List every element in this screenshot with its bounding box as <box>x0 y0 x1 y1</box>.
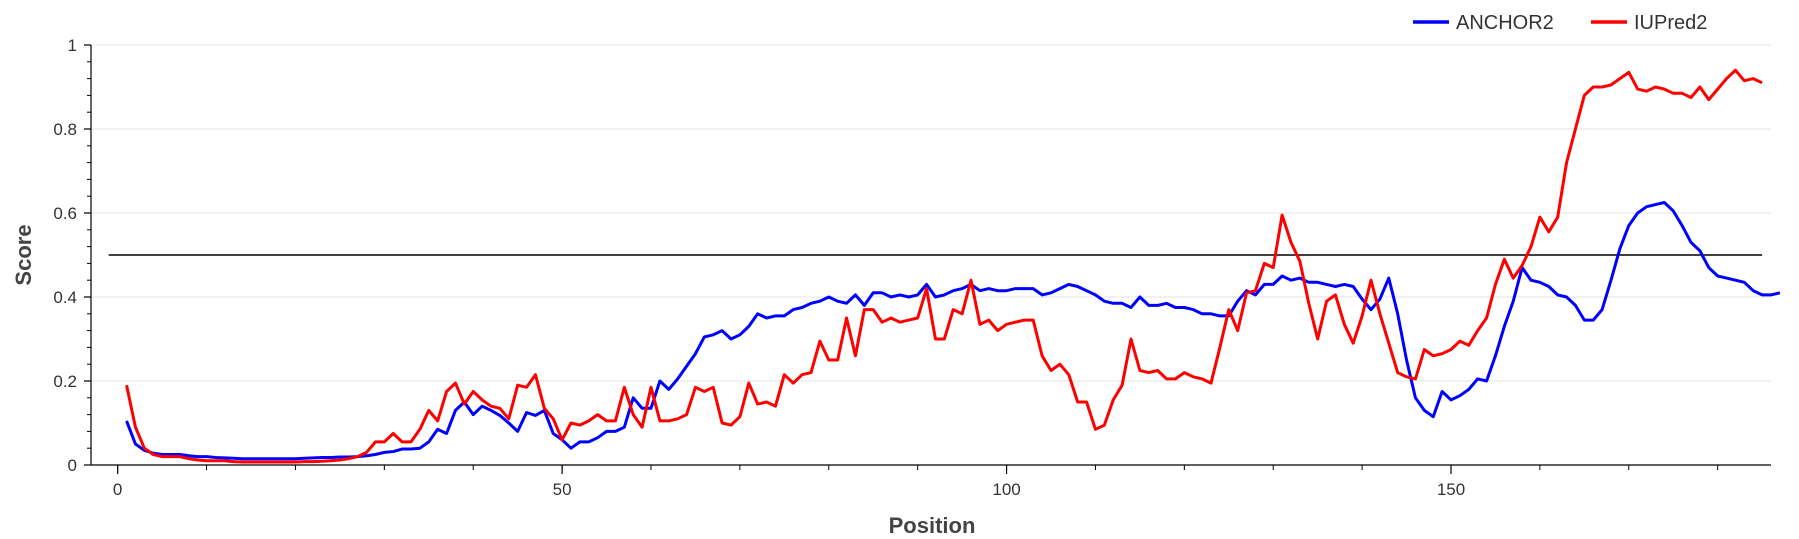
x-tick-label: 100 <box>992 480 1020 499</box>
tick-labels: 0 0.2 0.4 0.6 0.8 1 0 50 100 150 <box>53 36 1465 499</box>
iupred2-series-line <box>125 68 1763 464</box>
legend-label-iupred2: IUPred2 <box>1634 12 1707 34</box>
legend-label-anchor2: ANCHOR2 <box>1456 12 1554 34</box>
y-tick-label: 0.4 <box>53 288 77 307</box>
x-axis-title: Position <box>889 513 976 538</box>
legend: ANCHOR2 IUPred2 <box>1413 12 1707 34</box>
x-tick-label: 50 <box>553 480 572 499</box>
y-tick-label: 0.6 <box>53 204 77 223</box>
y-tick-label: 0.8 <box>53 120 77 139</box>
anchor2-series-line <box>125 201 1781 461</box>
x-tick-label: 0 <box>113 480 122 499</box>
gridlines <box>91 44 1771 382</box>
series-lines <box>125 68 1781 464</box>
y-axis-title: Score <box>11 224 36 285</box>
axes <box>84 44 1771 474</box>
y-tick-label: 0 <box>68 456 77 475</box>
y-tick-label: 0.2 <box>53 372 77 391</box>
y-tick-label: 1 <box>68 36 77 55</box>
x-tick-label: 150 <box>1437 480 1465 499</box>
